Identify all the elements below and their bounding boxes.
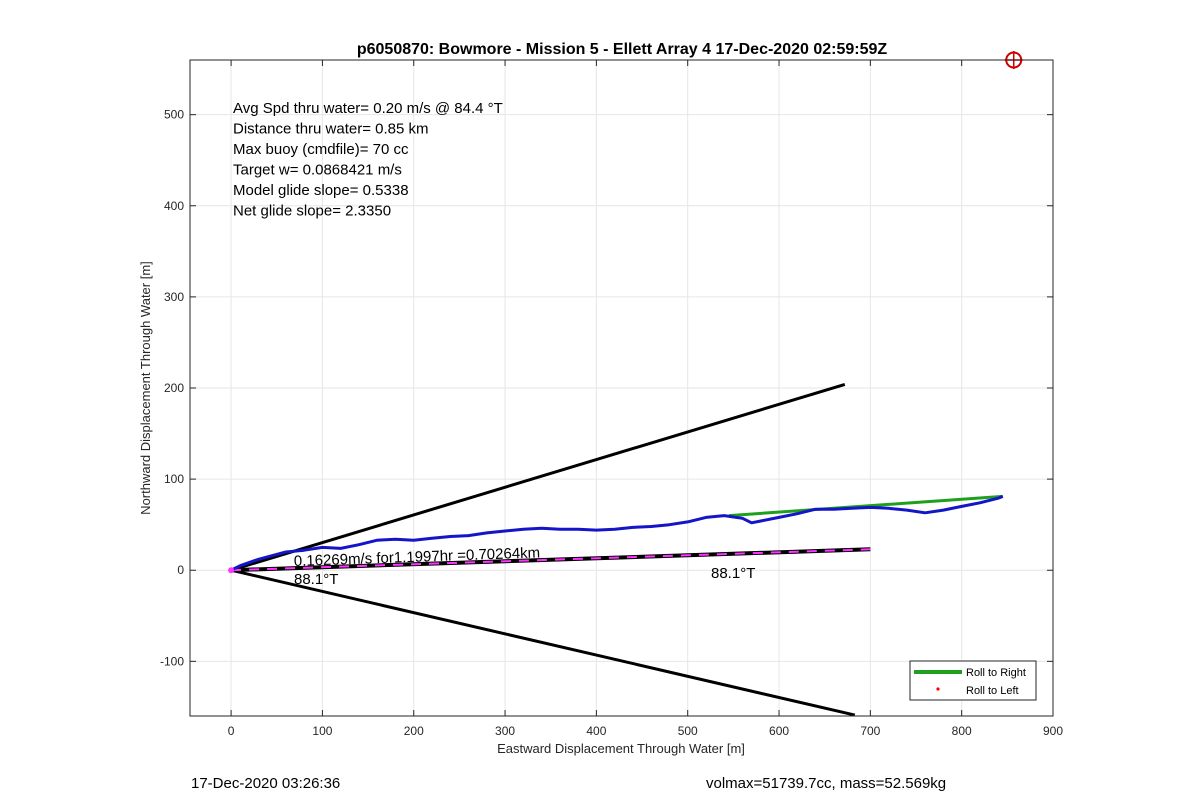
cone-upper-line: [230, 382, 846, 572]
info-line: Avg Spd thru water= 0.20 m/s @ 84.4 °T: [233, 100, 503, 117]
x-tick-label: 0: [228, 724, 235, 738]
y-axis-ticks: -100 0 100 200 300 400 500: [160, 108, 1053, 668]
info-text-block: Avg Spd thru water= 0.20 m/s @ 84.4 °T Di…: [233, 100, 503, 220]
legend-box: [909, 660, 1037, 701]
y-tick-label: 0: [177, 563, 184, 577]
x-tick-label: 500: [678, 724, 698, 738]
info-line: Model glide slope= 0.5338: [233, 182, 409, 199]
info-line: Distance thru water= 0.85 km: [233, 121, 429, 138]
x-tick-label: 200: [404, 724, 424, 738]
axes-frame: [189, 59, 1054, 717]
heading-label-start: 88.1°T: [294, 571, 338, 588]
legend: Roll to Right Roll to Left: [909, 660, 1037, 701]
y-tick-label: -100: [160, 654, 184, 668]
heading-label-end: 88.1°T: [711, 565, 755, 582]
x-tick-label: 100: [312, 724, 332, 738]
heading-line: [231, 547, 871, 573]
roll-right-line: [728, 494, 1003, 518]
y-tick-label: 200: [164, 381, 184, 395]
footer-glider-info: volmax=51739.7cc, mass=52.569kg: [706, 775, 946, 792]
y-tick-label: 400: [164, 199, 184, 213]
plot-area: 0 100 200 300 400 500 600 700 800 900 -100 0 100 200…: [160, 51, 1063, 738]
start-point: [228, 567, 235, 574]
glider-track-line: [230, 495, 1004, 572]
info-line: Net glide slope= 2.3350: [233, 203, 391, 220]
info-line: Max buoy (cmdfile)= 70 cc: [233, 141, 409, 158]
legend-roll-left-label: Roll to Left: [966, 685, 1019, 697]
x-tick-label: 800: [952, 724, 972, 738]
footer-timestamp: 17-Dec-2020 03:26:36: [191, 775, 340, 792]
x-tick-label: 600: [769, 724, 789, 738]
series-layer: [228, 51, 1023, 717]
x-tick-label: 300: [495, 724, 515, 738]
info-line: Target w= 0.0868421 m/s: [233, 162, 402, 179]
x-axis-label: Eastward Displacement Through Water [m]: [497, 741, 745, 756]
y-tick-label: 100: [164, 472, 184, 486]
x-tick-label: 900: [1043, 724, 1063, 738]
x-axis-ticks: 0 100 200 300 400 500 600 700 800 900: [228, 60, 1063, 738]
legend-roll-left-swatch: [936, 687, 940, 691]
cone-lower-line: [230, 568, 856, 717]
x-tick-label: 700: [860, 724, 880, 738]
y-axis-label: Northward Displacement Through Water [m]: [138, 261, 153, 515]
y-tick-label: 500: [164, 108, 184, 122]
legend-roll-right-label: Roll to Right: [966, 667, 1026, 679]
y-tick-label: 300: [164, 290, 184, 304]
x-tick-label: 400: [586, 724, 606, 738]
chart-title: p6050870: Bowmore - Mission 5 - Ellett A…: [357, 41, 888, 58]
